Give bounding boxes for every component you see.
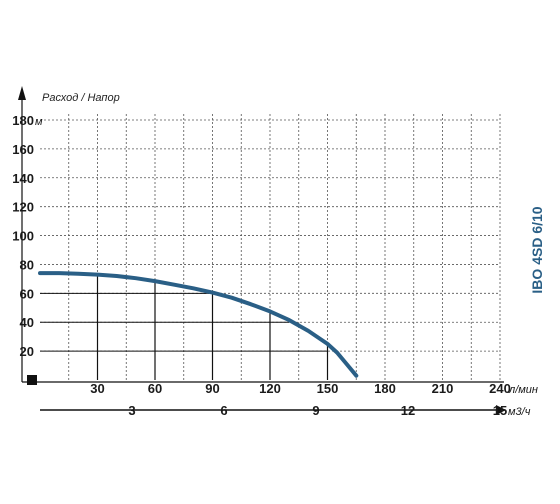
y-tick-label: 160 (12, 142, 34, 157)
y-tick-label: 140 (12, 171, 34, 186)
x-tick-label-primary: 180 (374, 381, 396, 396)
x-axis-secondary-arrow (496, 405, 506, 415)
x-tick-label-secondary: 3 (128, 403, 135, 418)
x-tick-label-primary: 90 (205, 381, 219, 396)
x-tick-label-primary: 120 (259, 381, 281, 396)
x-axis-primary-unit: л/мин (508, 384, 538, 396)
curve-layer (38, 271, 359, 378)
y-axis-unit: м (35, 116, 43, 128)
axis-title: Расход / Напор (42, 92, 120, 104)
y-tick-label: 180 (12, 113, 34, 128)
x-tick-label-primary: 150 (317, 381, 339, 396)
y-tick-label: 40 (20, 315, 34, 330)
origin-marker (27, 375, 37, 385)
y-tick-label: 120 (12, 200, 34, 215)
y-tick-label: 80 (20, 257, 34, 272)
y-tick-label: 100 (12, 229, 34, 244)
x-tick-label-primary: 210 (432, 381, 454, 396)
y-tick-label: 20 (20, 344, 34, 359)
x-tick-label-secondary: 9 (312, 403, 319, 418)
x-tick-label-primary: 30 (90, 381, 104, 396)
x-tick-label-primary: 60 (148, 381, 162, 396)
y-axis-arrow (18, 86, 26, 100)
y-tick-label: 60 (20, 286, 34, 301)
x-tick-label-secondary: 6 (220, 403, 227, 418)
x-tick-label-primary: 240 (489, 381, 511, 396)
axes: 20 40 60 80 100 120 140 160 180 30 60 90 120 150 180 21… (12, 86, 511, 418)
model-title: IBO 4SD 6/10 (529, 206, 545, 293)
x-tick-label-secondary: 15 (493, 403, 507, 418)
x-axis-secondary-unit: м3/ч (508, 406, 531, 418)
performance-curve (38, 271, 359, 378)
x-tick-label-secondary: 12 (401, 403, 415, 418)
